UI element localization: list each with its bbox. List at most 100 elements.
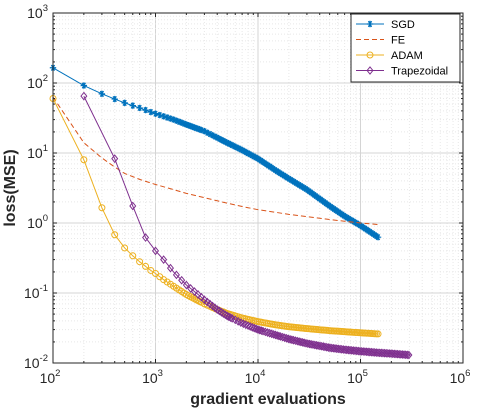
point-sgd bbox=[317, 196, 325, 203]
point-trapezoidal bbox=[250, 323, 258, 333]
y-tick-exp: -2 bbox=[40, 353, 48, 364]
point-sgd bbox=[290, 178, 298, 186]
point-sgd bbox=[218, 136, 225, 144]
point-sgd bbox=[239, 147, 246, 154]
point-sgd bbox=[314, 194, 321, 201]
point-adam bbox=[142, 262, 150, 270]
point-trapezoidal bbox=[277, 332, 285, 341]
point-trapezoidal bbox=[259, 326, 267, 336]
legend: SGD FE ADAM Trapezoidal bbox=[350, 13, 461, 83]
point-trapezoidal bbox=[227, 313, 235, 323]
point-trapezoidal bbox=[405, 350, 413, 360]
point-sgd bbox=[216, 135, 223, 143]
point-sgd bbox=[320, 198, 328, 206]
y-tick-label: 102 bbox=[27, 73, 48, 91]
point-sgd bbox=[300, 184, 308, 192]
legend-label: ADAM bbox=[391, 50, 423, 62]
point-adam bbox=[98, 204, 106, 212]
point-sgd bbox=[248, 152, 256, 159]
point-sgd bbox=[263, 161, 270, 168]
point-sgd bbox=[353, 220, 361, 227]
point-trapezoidal bbox=[221, 310, 229, 320]
point-sgd bbox=[223, 139, 231, 146]
x-tick-label: 103 bbox=[142, 368, 163, 386]
point-trapezoidal bbox=[178, 275, 186, 285]
point-sgd bbox=[294, 180, 301, 188]
point-sgd bbox=[273, 167, 281, 175]
point-sgd bbox=[277, 170, 284, 177]
point-sgd bbox=[111, 95, 118, 103]
point-sgd bbox=[363, 226, 370, 233]
point-sgd bbox=[368, 229, 375, 237]
point-adam bbox=[121, 244, 129, 252]
point-sgd bbox=[193, 124, 200, 132]
point-sgd bbox=[347, 216, 354, 223]
point-sgd bbox=[374, 233, 382, 241]
legend-marker bbox=[366, 20, 374, 28]
point-sgd bbox=[278, 171, 286, 178]
point-sgd bbox=[214, 134, 221, 141]
legend-marker bbox=[366, 66, 374, 75]
point-sgd bbox=[299, 183, 306, 191]
point-trapezoidal bbox=[187, 284, 195, 293]
point-sgd bbox=[373, 232, 380, 240]
point-sgd bbox=[337, 210, 344, 217]
point-sgd bbox=[201, 127, 208, 135]
point-sgd bbox=[287, 176, 295, 184]
point-trapezoidal bbox=[166, 263, 174, 273]
point-sgd bbox=[156, 111, 163, 119]
point-sgd bbox=[312, 192, 320, 200]
point-adam bbox=[374, 330, 382, 338]
point-sgd bbox=[284, 174, 291, 181]
point-sgd bbox=[270, 165, 277, 173]
point-sgd bbox=[348, 217, 356, 224]
point-sgd bbox=[330, 205, 338, 213]
legend-item-fe: FE bbox=[356, 35, 405, 47]
point-sgd bbox=[285, 175, 293, 182]
legend-item-trapezoidal: Trapezoidal bbox=[356, 66, 448, 78]
x-tick-exp: 5 bbox=[363, 368, 368, 379]
point-sgd bbox=[280, 172, 288, 179]
point-trapezoidal bbox=[275, 331, 283, 341]
point-trapezoidal bbox=[219, 309, 227, 318]
point-sgd bbox=[340, 212, 348, 219]
point-trapezoidal bbox=[215, 306, 223, 316]
point-sgd bbox=[136, 104, 143, 112]
point-sgd bbox=[244, 150, 252, 157]
y-tick-base: 10 bbox=[27, 5, 43, 21]
point-sgd bbox=[361, 225, 369, 232]
point-sgd bbox=[222, 138, 229, 146]
point-sgd bbox=[297, 182, 305, 190]
point-trapezoidal bbox=[268, 329, 276, 339]
x-tick-exp: 6 bbox=[465, 368, 470, 379]
legend-label: SGD bbox=[391, 19, 415, 31]
point-sgd bbox=[295, 181, 303, 189]
point-sgd bbox=[209, 132, 216, 139]
point-sgd bbox=[252, 154, 259, 161]
point-trapezoidal bbox=[289, 335, 298, 345]
y-tick-exp: 3 bbox=[43, 3, 48, 14]
point-trapezoidal bbox=[261, 327, 269, 337]
y-axis-label: loss(MSE) bbox=[2, 149, 19, 226]
point-sgd bbox=[311, 191, 318, 199]
point-sgd bbox=[246, 150, 253, 158]
point-sgd bbox=[345, 215, 353, 222]
point-trapezoidal bbox=[217, 307, 225, 317]
point-trapezoidal bbox=[151, 246, 160, 256]
point-sgd bbox=[342, 213, 349, 220]
point-sgd bbox=[152, 110, 159, 117]
point-sgd bbox=[243, 149, 250, 156]
point-sgd bbox=[142, 106, 149, 114]
grid-lines bbox=[53, 13, 463, 363]
point-sgd bbox=[268, 164, 275, 171]
point-sgd bbox=[241, 148, 248, 155]
legend-item-sgd: SGD bbox=[356, 19, 415, 31]
x-tick-label: 102 bbox=[40, 368, 61, 386]
point-adam bbox=[111, 231, 119, 239]
point-sgd bbox=[187, 122, 194, 130]
point-trapezoidal bbox=[239, 319, 247, 329]
point-sgd bbox=[322, 200, 330, 207]
point-sgd bbox=[233, 144, 240, 151]
point-trapezoidal bbox=[80, 91, 88, 101]
point-trapezoidal bbox=[223, 311, 231, 321]
